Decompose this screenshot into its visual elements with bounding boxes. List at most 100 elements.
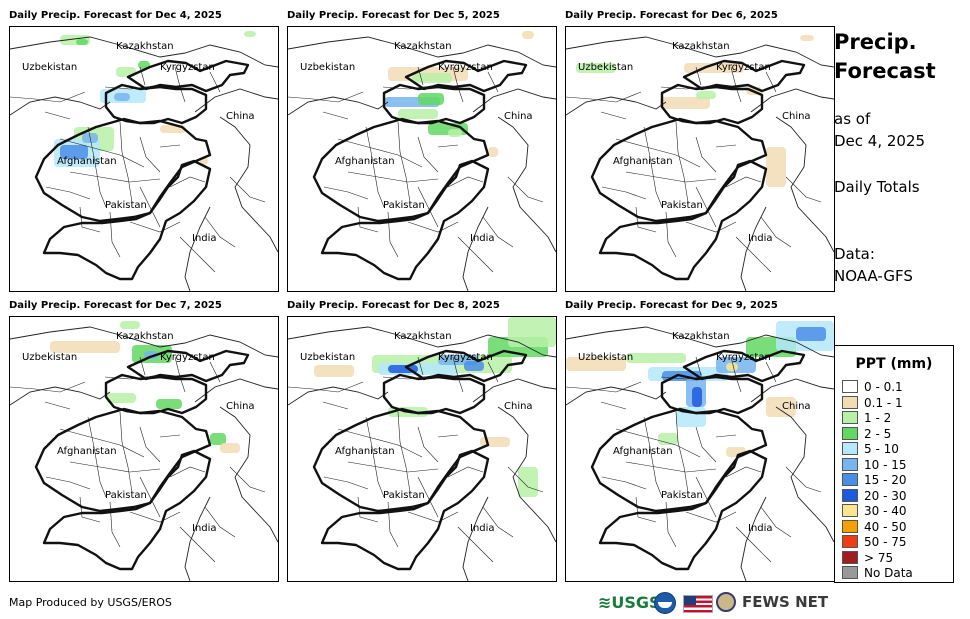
- precip-area: [418, 93, 444, 105]
- precip-area: [156, 399, 182, 409]
- sidebar-title-line1: Precip.: [834, 30, 917, 54]
- label-india: India: [748, 523, 773, 534]
- legend-title: PPT (mm): [855, 356, 933, 372]
- label-uzbekistan: Uzbekistan: [22, 352, 77, 363]
- map-svg: Kazakhstan Uzbekistan Kyrgyzstan China A…: [10, 321, 278, 581]
- label-afghanistan: Afghanistan: [57, 446, 117, 457]
- legend-item: 0.1 - 1: [842, 395, 903, 411]
- precip-layer: [566, 321, 834, 457]
- panel-title: Daily Precip. Forecast for Dec 4, 2025: [9, 10, 222, 21]
- country-borders: [10, 326, 278, 581]
- map-svg: Kazakhstan Uzbekistan Kyrgyzstan China A…: [566, 321, 834, 581]
- legend-label: 50 - 75: [864, 535, 907, 549]
- legend-label: 20 - 30: [864, 488, 907, 503]
- label-pakistan: Pakistan: [661, 490, 703, 501]
- label-pakistan: Pakistan: [383, 200, 425, 211]
- noaa-logo-icon: [654, 592, 676, 614]
- label-kazakhstan: Kazakhstan: [394, 41, 452, 52]
- us-flag-icon: [683, 595, 713, 613]
- legend-item: No Data: [842, 566, 913, 581]
- label-india: India: [748, 233, 773, 244]
- country-borders: [288, 326, 556, 581]
- legend-label: > 75: [864, 550, 894, 565]
- precip-area: [696, 91, 716, 99]
- legend-label: 0.1 - 1: [864, 395, 903, 410]
- precip-area: [800, 35, 814, 41]
- focus-outline: [590, 349, 806, 571]
- precip-area: [120, 321, 140, 329]
- legend-swatch: [842, 411, 858, 424]
- label-india: India: [470, 233, 495, 244]
- label-kazakhstan: Kazakhstan: [672, 331, 730, 342]
- precip-area: [766, 147, 786, 187]
- forecast-map: Kazakhstan Uzbekistan Kyrgyzstan China A…: [565, 26, 835, 292]
- panel-title: Daily Precip. Forecast for Dec 5, 2025: [287, 10, 500, 21]
- label-kyrgyzstan: Kyrgyzstan: [160, 352, 215, 363]
- label-afghanistan: Afghanistan: [335, 446, 395, 457]
- legend-swatch: [842, 488, 858, 502]
- legend-label: 30 - 40: [864, 504, 907, 518]
- legend-label: 0 - 0.1: [864, 380, 903, 394]
- map-svg: Kazakhstan Uzbekistan Kyrgyzstan China A…: [288, 317, 556, 581]
- precip-area: [448, 129, 462, 137]
- precip-area: [658, 433, 678, 445]
- legend-label: 10 - 15: [864, 457, 907, 472]
- forecast-panel-4: Daily Precip. Forecast for Dec 7, 2025: [9, 300, 279, 582]
- map-svg: Kazakhstan Uzbekistan Kyrgyzstan China A…: [288, 31, 556, 291]
- label-kyrgyzstan: Kyrgyzstan: [160, 62, 215, 73]
- legend-label: 2 - 5: [864, 426, 892, 441]
- label-uzbekistan: Uzbekistan: [300, 62, 355, 73]
- label-china: China: [226, 401, 255, 412]
- precip-area: [766, 397, 796, 417]
- panel-title: Daily Precip. Forecast for Dec 7, 2025: [9, 300, 222, 311]
- label-pakistan: Pakistan: [105, 490, 147, 501]
- label-uzbekistan: Uzbekistan: [578, 352, 633, 363]
- precip-area: [244, 31, 256, 37]
- legend-swatch: [842, 457, 858, 471]
- province-lines: [566, 66, 822, 273]
- panel-title: Daily Precip. Forecast for Dec 9, 2025: [565, 300, 778, 311]
- data-source: NOAA-GFS: [834, 267, 913, 285]
- precip-area: [60, 145, 88, 159]
- map-svg: Kazakhstan Uzbekistan Kyrgyzstan China A…: [10, 31, 278, 291]
- precip-layer: [54, 31, 256, 167]
- legend-item: 1 - 2: [842, 411, 891, 426]
- forecast-map: Kazakhstan Uzbekistan Kyrgyzstan China A…: [9, 26, 279, 292]
- label-china: China: [504, 111, 533, 122]
- forecast-panel-2: Daily Precip. Forecast for Dec 5, 2025: [287, 10, 557, 292]
- legend-label: 40 - 50: [864, 519, 907, 534]
- forecast-panel-1: Daily Precip. Forecast for Dec 4, 2025: [9, 10, 279, 292]
- precip-area: [412, 73, 452, 83]
- label-china: China: [504, 401, 533, 412]
- legend-swatch: [842, 473, 858, 486]
- precip-area: [76, 39, 88, 45]
- as-of-label: as of: [834, 110, 871, 128]
- label-kyrgyzstan: Kyrgyzstan: [438, 352, 493, 363]
- label-afghanistan: Afghanistan: [613, 156, 673, 167]
- precip-area: [576, 63, 616, 73]
- data-label: Data:: [834, 245, 875, 263]
- precip-area: [692, 387, 702, 407]
- precip-layer: [50, 321, 240, 453]
- country-borders: [566, 36, 834, 291]
- label-kazakhstan: Kazakhstan: [672, 41, 730, 52]
- precip-area: [50, 341, 120, 353]
- focus-outline: [34, 59, 250, 281]
- forecast-map: Kazakhstan Uzbekistan Kyrgyzstan China A…: [287, 316, 557, 582]
- panel-title: Daily Precip. Forecast for Dec 8, 2025: [287, 300, 500, 311]
- label-india: India: [192, 233, 217, 244]
- legend-swatch: [842, 504, 858, 517]
- focus-outline: [590, 59, 806, 281]
- legend-item: 40 - 50: [842, 519, 907, 535]
- label-uzbekistan: Uzbekistan: [300, 352, 355, 363]
- precip-area: [210, 433, 226, 445]
- legend-item: 10 - 15: [842, 457, 907, 473]
- legend-item: 50 - 75: [842, 535, 907, 550]
- label-afghanistan: Afghanistan: [335, 156, 395, 167]
- sidebar-title-line2: Forecast: [834, 59, 936, 83]
- label-kyrgyzstan: Kyrgyzstan: [438, 62, 493, 73]
- precip-area: [626, 353, 686, 363]
- precip-area: [314, 365, 354, 377]
- forecast-panel-5: Daily Precip. Forecast for Dec 8, 2025: [287, 300, 557, 582]
